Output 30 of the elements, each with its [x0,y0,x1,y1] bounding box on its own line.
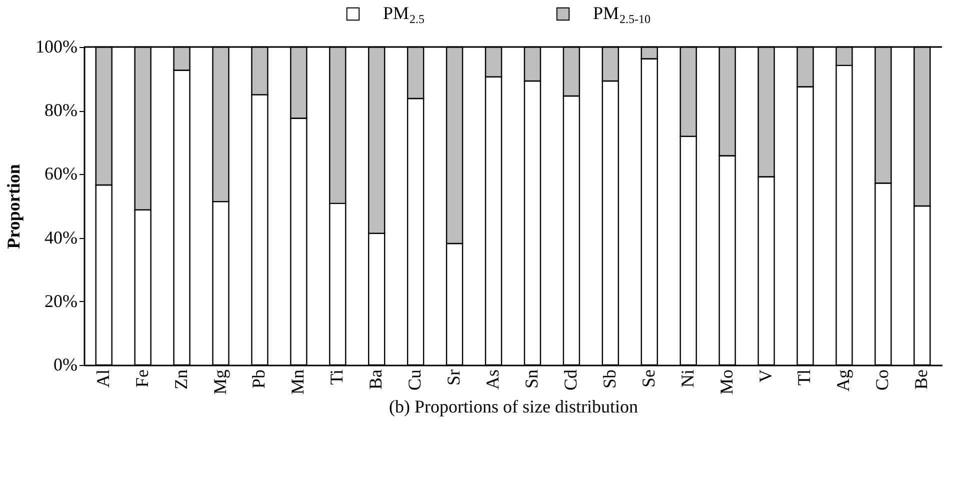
y-tick-label: 40% [44,227,78,248]
y-tick-label: 100% [36,36,78,56]
x-tick-label: Al [92,370,113,388]
x-tick-label: Pb [248,370,269,389]
y-tick-label: 0% [54,354,78,374]
y-tick-label: 20% [44,290,78,311]
x-axis-title: (b) Proportions of size distribution [389,396,638,417]
x-tick-label: Ni [677,370,698,388]
y-axis-title: Proportion [4,164,24,249]
x-tick-label: Ag [833,370,854,392]
x-tick-label: Cd [560,370,580,391]
x-tick-label: Be [911,369,932,390]
x-tick-label: Sb [599,370,620,389]
x-tick-label: Cu [404,370,425,391]
x-tick-label: Ba [366,369,386,390]
x-tick-label: Mo [716,370,736,395]
x-tick-label: Fe [132,369,152,388]
y-tick-label: 60% [44,164,78,184]
x-tick-label: Sr [444,370,464,386]
x-tick-label: As [482,370,503,390]
x-tick-label: Sn [521,370,542,389]
x-tick-label: Tl [794,370,814,386]
x-tick-label: Se [638,369,658,388]
x-tick-label: V [755,370,776,382]
x-tick-label: Mn [288,370,308,395]
x-tick-label: Ti [326,370,347,385]
x-tick-label: Zn [170,370,191,390]
x-tick-label: Mg [210,370,230,395]
y-tick-label: 80% [44,100,78,120]
x-tick-label: Co [872,370,892,391]
